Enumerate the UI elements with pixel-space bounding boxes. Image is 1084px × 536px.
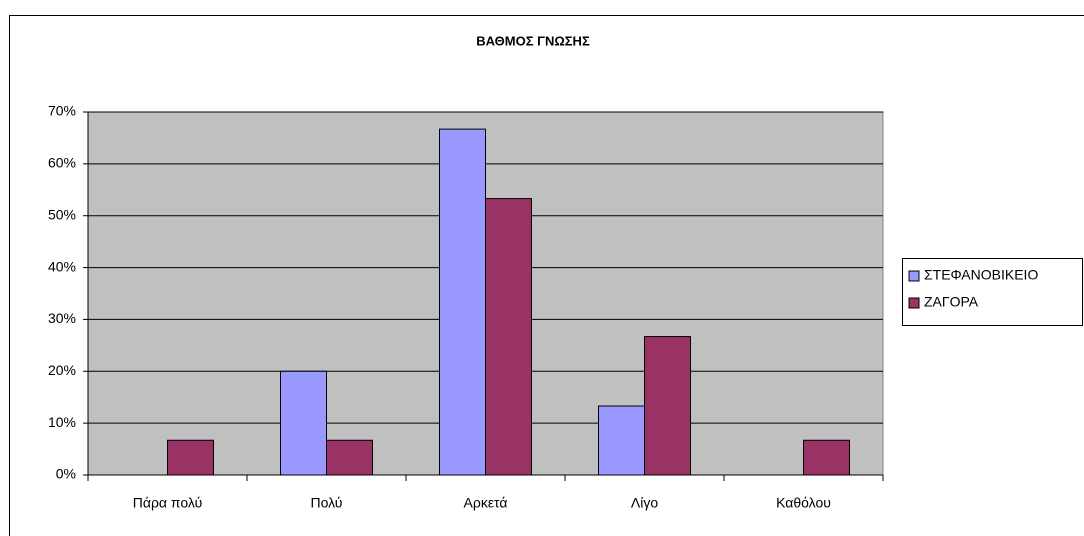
y-tick-label: 30%	[48, 310, 76, 326]
bar	[803, 439, 850, 476]
y-tick-label: 50%	[48, 206, 76, 222]
legend-label: ΣΤΕΦΑΝΟΒΙΚΕΙΟ	[924, 267, 1038, 283]
bar	[326, 439, 373, 476]
bar	[485, 198, 532, 476]
x-tick-label: Λίγο	[631, 495, 658, 511]
y-tick-label: 0%	[56, 466, 76, 482]
y-tick-label: 70%	[48, 103, 76, 119]
y-tick-label: 10%	[48, 414, 76, 430]
x-tick-label: Πάρα πολύ	[133, 495, 202, 511]
x-tick-label: Καθόλου	[776, 495, 831, 511]
y-tick-label: 20%	[48, 362, 76, 378]
legend-swatch	[908, 297, 920, 309]
chart-title: ΒΑΘΜΟΣ ΓΝΩΣΗΣ	[476, 33, 590, 48]
legend-box	[902, 258, 1083, 326]
bar	[644, 336, 691, 476]
x-tick-label: Αρκετά	[464, 495, 508, 511]
y-tick-label: 40%	[48, 258, 76, 274]
bar	[439, 128, 486, 476]
legend-swatch	[908, 270, 920, 282]
bar	[280, 370, 327, 476]
legend-label: ΖΑΓΟΡΑ	[924, 294, 979, 310]
y-tick-label: 60%	[48, 155, 76, 171]
bar	[167, 439, 214, 476]
x-tick-label: Πολύ	[311, 495, 343, 511]
bar	[598, 405, 645, 476]
